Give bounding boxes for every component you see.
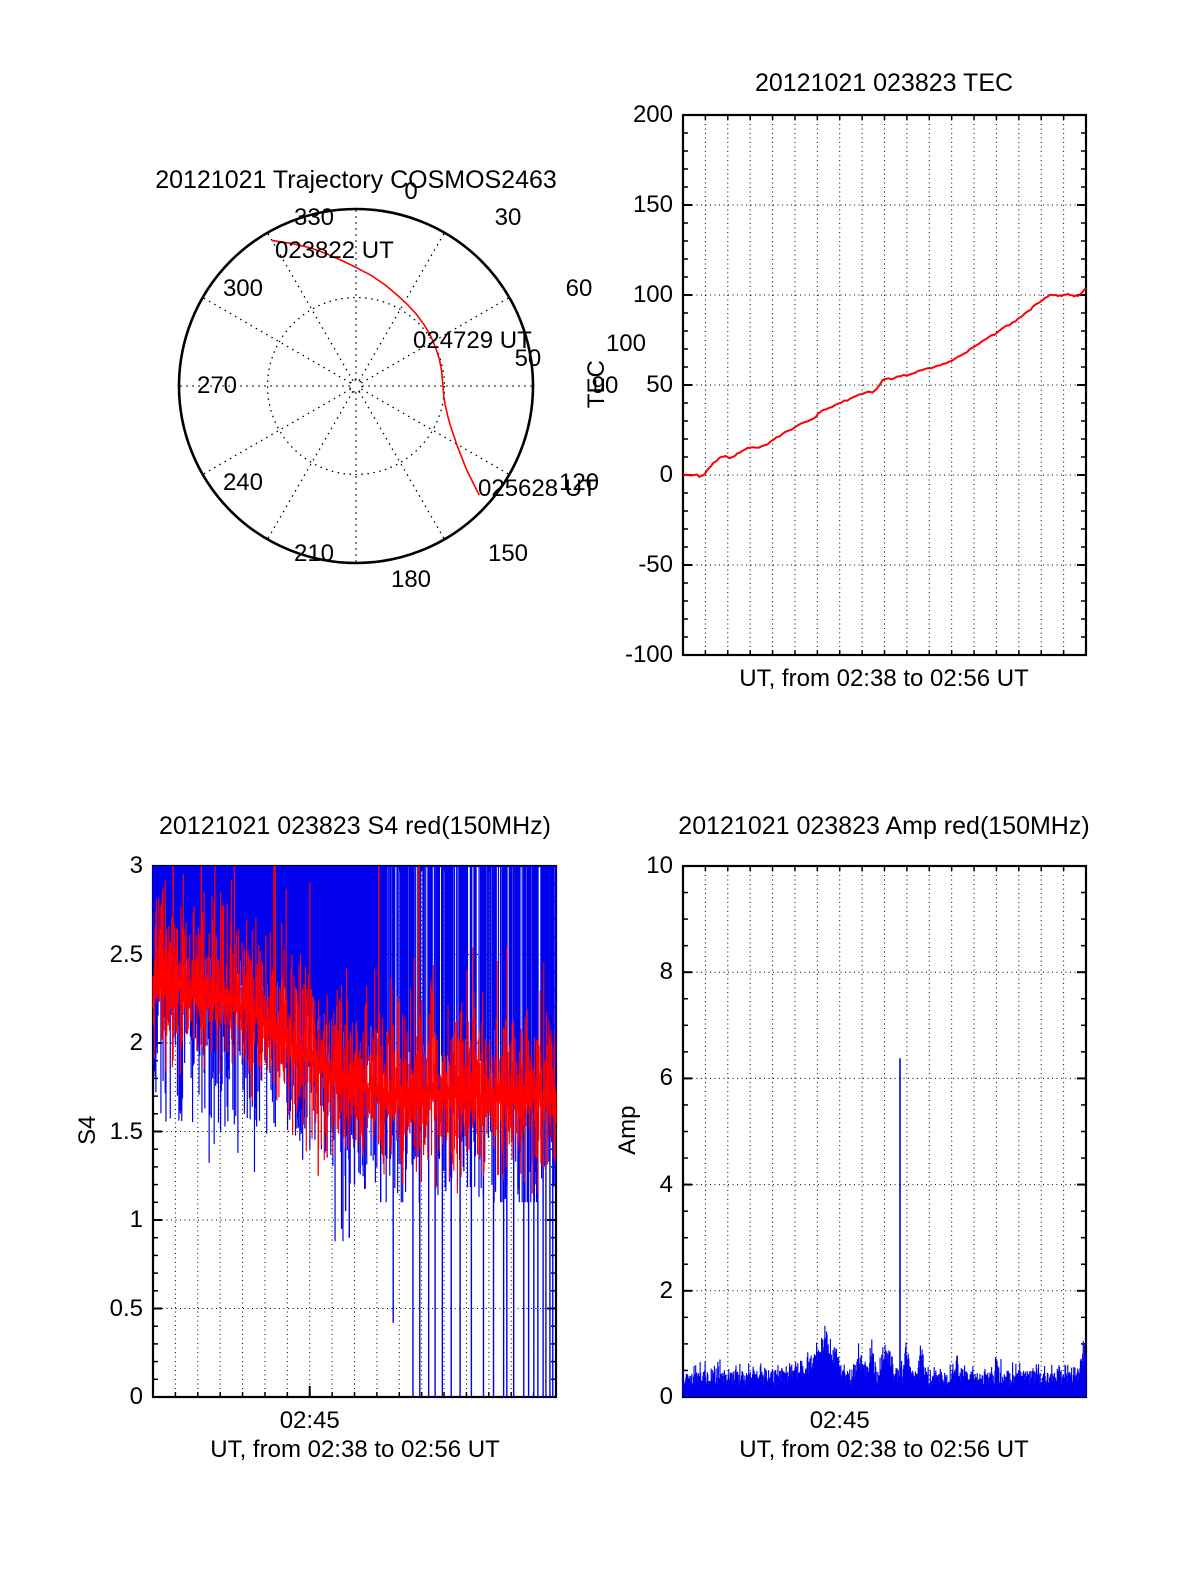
amp-y-tick-label: 6 — [659, 1064, 673, 1092]
tec-line — [682, 287, 1087, 478]
polar-azimuth-label: 150 — [487, 540, 529, 567]
polar-azimuth-label: 210 — [293, 540, 335, 567]
polar-outer-circle — [177, 207, 535, 565]
trajectory-annotation-mid: 024729 UT — [413, 327, 532, 354]
s4-title: 20121021 023823 S4 red(150MHz) — [159, 812, 551, 840]
tec-y-tick-label: -100 — [624, 641, 673, 668]
polar-spoke — [266, 391, 354, 540]
polar-radial-label: 50 — [514, 345, 542, 372]
amp-y-tick-label: 10 — [646, 852, 673, 879]
trajectory-annotation-start: 023822 UT — [275, 237, 394, 264]
s4-y-tick-label: 2 — [129, 1029, 143, 1056]
polar-azimuth-label: 120 — [558, 469, 600, 496]
polar-spoke — [202, 296, 351, 384]
amp-y-tick-label: 4 — [659, 1170, 673, 1198]
polar-azimuth-label: 240 — [222, 469, 263, 496]
polar-50-ring — [266, 296, 446, 476]
polar-azimuth-label: 90 — [591, 372, 619, 399]
amp-ylabel: Amp — [613, 1105, 641, 1155]
tec-y-tick-label: 0 — [659, 461, 673, 488]
s4-y-tick-label: 0.5 — [109, 1294, 143, 1322]
tec-y-tick-label: -50 — [638, 551, 673, 578]
polar-spoke — [202, 388, 351, 476]
amp-xlabel: UT, from 02:38 to 02:56 UT — [739, 1436, 1029, 1463]
polar-azimuth-label: 60 — [565, 275, 593, 302]
trajectory-title: 20121021 Trajectory COSMOS2463 — [155, 166, 557, 194]
tec-xlabel: UT, from 02:38 to 02:56 UT — [739, 665, 1029, 692]
s4-y-tick-label: 3 — [129, 852, 143, 879]
s4-y-tick-label: 1.5 — [109, 1117, 143, 1145]
s4-x-tick-label: 02:45 — [279, 1407, 340, 1434]
amp-y-tick-label: 2 — [659, 1276, 673, 1304]
polar-azimuth-label: 180 — [390, 566, 432, 593]
amp-y-tick-label: 0 — [659, 1383, 673, 1410]
polar-azimuth-label: 330 — [293, 203, 335, 231]
trajectory-path — [271, 239, 481, 496]
amp-y-tick-label: 8 — [659, 958, 673, 986]
trajectory-annotation-end: 025628 UT — [478, 475, 597, 502]
tec-y-tick-label: 50 — [646, 371, 673, 398]
tec-y-tick-label: 100 — [632, 281, 673, 308]
polar-spoke — [361, 296, 510, 384]
polar-azimuth-label: 30 — [494, 203, 522, 231]
polar-radial-label: 100 — [605, 330, 646, 358]
tec-y-tick-label: 200 — [632, 101, 673, 128]
polar-azimuth-label: 0 — [404, 178, 418, 205]
polar-azimuth-label: 300 — [222, 275, 263, 302]
s4-y-tick-label: 1 — [129, 1206, 143, 1233]
polar-azimuth-label: 270 — [196, 372, 238, 399]
polar-spoke — [361, 388, 510, 476]
tec-title: 20121021 023823 TEC — [754, 69, 1014, 97]
tec-y-tick-label: 150 — [632, 191, 673, 218]
s4-y-tick-label: 0 — [129, 1383, 143, 1410]
amp-title: 20121021 023823 Amp red(150MHz) — [678, 812, 1090, 840]
polar-spoke — [358, 232, 446, 381]
s4-xlabel: UT, from 02:38 to 02:56 UT — [210, 1436, 500, 1463]
tec-axes-frame — [681, 113, 1088, 657]
amp-x-tick-label: 02:45 — [809, 1407, 870, 1434]
polar-spoke — [266, 232, 354, 381]
polar-spoke — [358, 391, 446, 540]
polar-center-ring — [349, 379, 363, 393]
s4-y-tick-label: 2.5 — [109, 940, 143, 968]
